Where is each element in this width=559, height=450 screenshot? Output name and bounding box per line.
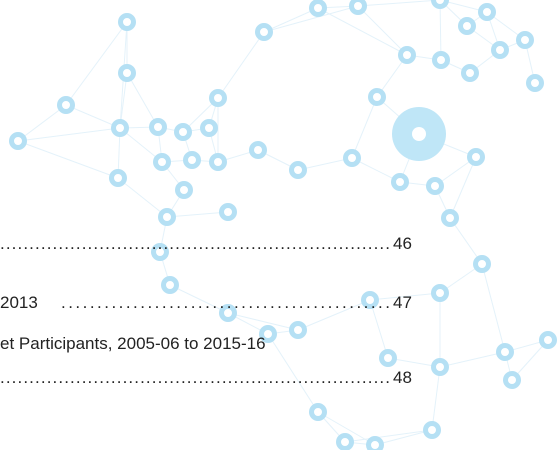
- toc-page: 46: [393, 234, 412, 253]
- node: [506, 374, 519, 387]
- edge: [18, 141, 118, 178]
- node: [164, 279, 177, 292]
- node: [212, 156, 225, 169]
- node: [312, 406, 325, 419]
- page: ........................................…: [0, 0, 559, 450]
- toc-page: 48: [393, 368, 412, 387]
- node: [152, 121, 165, 134]
- node: [186, 154, 199, 167]
- edge: [218, 32, 264, 98]
- node: [222, 206, 235, 219]
- node: [292, 164, 305, 177]
- edge: [358, 6, 407, 55]
- edge: [167, 212, 228, 217]
- node: [312, 2, 325, 15]
- edge: [66, 22, 127, 105]
- edge: [358, 0, 440, 6]
- toc-leader: ........................................…: [0, 234, 390, 253]
- node: [203, 122, 216, 135]
- node: [542, 334, 555, 347]
- toc-text: 2013: [0, 293, 38, 312]
- node: [519, 34, 532, 47]
- edge: [440, 0, 441, 60]
- node: [476, 258, 489, 271]
- edge: [482, 264, 505, 352]
- edge: [318, 8, 407, 55]
- edge: [127, 73, 158, 127]
- node: [481, 6, 494, 19]
- node: [346, 152, 359, 165]
- toc-leader: ........................................…: [0, 368, 390, 387]
- node: [352, 0, 365, 13]
- node: [435, 54, 448, 67]
- toc-text: et Participants, 2005-06 to 2015-16: [0, 334, 266, 353]
- node: [114, 122, 127, 135]
- node: [429, 180, 442, 193]
- node: [426, 424, 439, 437]
- node: [177, 126, 190, 139]
- node: [339, 436, 352, 449]
- node: [258, 26, 271, 39]
- node: [434, 361, 447, 374]
- node: [156, 156, 169, 169]
- node: [60, 99, 73, 112]
- node: [464, 67, 477, 80]
- edge: [345, 430, 432, 442]
- node: [178, 184, 191, 197]
- node: [494, 44, 507, 57]
- node: [382, 352, 395, 365]
- node: [401, 49, 414, 62]
- node: [12, 135, 25, 148]
- document-page: ........................................…: [0, 0, 559, 450]
- node: [461, 20, 474, 33]
- node: [161, 211, 174, 224]
- node: [529, 77, 542, 90]
- node: [470, 151, 483, 164]
- edge: [352, 97, 377, 158]
- node: [434, 287, 447, 300]
- node: [252, 144, 265, 157]
- node: [369, 439, 382, 450]
- node: [292, 324, 305, 337]
- toc: ........................................…: [0, 234, 412, 387]
- node: [444, 212, 457, 225]
- toc-page: 47: [393, 293, 412, 312]
- node: [212, 92, 225, 105]
- node: [394, 176, 407, 189]
- node: [112, 172, 125, 185]
- node: [434, 0, 447, 7]
- node: [371, 91, 384, 104]
- node: [121, 67, 134, 80]
- node: [499, 346, 512, 359]
- hub-center: [412, 127, 426, 141]
- edge: [440, 352, 505, 367]
- edge: [118, 178, 167, 217]
- edge: [432, 367, 440, 430]
- node: [121, 16, 134, 29]
